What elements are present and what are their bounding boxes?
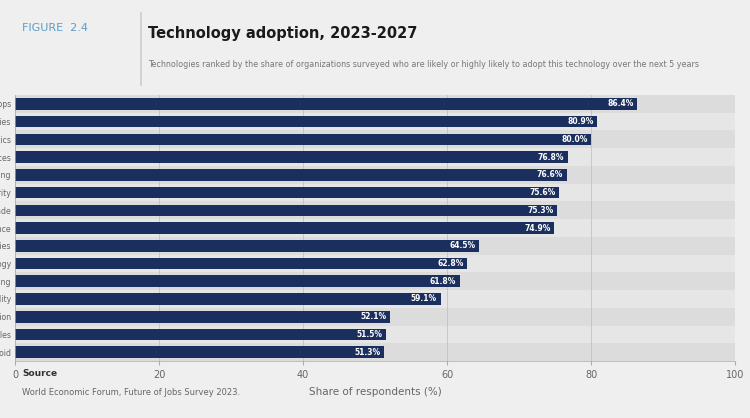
Bar bbox=[15, 222, 554, 234]
Bar bbox=[15, 290, 735, 308]
Bar bbox=[15, 255, 735, 273]
Text: 75.3%: 75.3% bbox=[527, 206, 554, 215]
Text: 59.1%: 59.1% bbox=[411, 295, 437, 303]
Bar bbox=[15, 151, 568, 163]
Text: Technologies ranked by the share of organizations surveyed who are likely or hig: Technologies ranked by the share of orga… bbox=[148, 60, 699, 69]
Bar bbox=[15, 343, 735, 361]
Text: 75.6%: 75.6% bbox=[530, 188, 556, 197]
Bar bbox=[15, 95, 735, 113]
Bar bbox=[15, 273, 735, 290]
Text: 76.8%: 76.8% bbox=[538, 153, 564, 161]
Bar bbox=[15, 240, 479, 252]
Text: 76.6%: 76.6% bbox=[536, 170, 563, 179]
Bar bbox=[15, 329, 386, 340]
Bar bbox=[15, 258, 467, 269]
Bar bbox=[15, 326, 735, 343]
Bar bbox=[15, 187, 560, 198]
Bar bbox=[15, 308, 735, 326]
Text: World Economic Forum, Future of Jobs Survey 2023.: World Economic Forum, Future of Jobs Sur… bbox=[22, 388, 240, 398]
Text: 61.8%: 61.8% bbox=[430, 277, 456, 286]
Bar bbox=[15, 113, 735, 130]
Bar bbox=[15, 116, 598, 127]
Bar bbox=[15, 169, 566, 181]
Bar bbox=[15, 311, 390, 323]
Text: Source: Source bbox=[22, 370, 57, 378]
Text: 80.0%: 80.0% bbox=[561, 135, 587, 144]
Text: 64.5%: 64.5% bbox=[450, 241, 476, 250]
Text: 80.9%: 80.9% bbox=[568, 117, 594, 126]
Text: 51.5%: 51.5% bbox=[356, 330, 382, 339]
Text: FIGURE  2.4: FIGURE 2.4 bbox=[22, 23, 88, 33]
Bar bbox=[15, 219, 735, 237]
Text: 51.3%: 51.3% bbox=[355, 348, 381, 357]
Bar bbox=[15, 148, 735, 166]
Text: 86.4%: 86.4% bbox=[607, 99, 634, 108]
Bar bbox=[15, 166, 735, 184]
Text: 74.9%: 74.9% bbox=[524, 224, 550, 232]
Bar bbox=[15, 347, 384, 358]
Bar bbox=[15, 98, 637, 110]
Bar bbox=[15, 184, 735, 201]
Bar bbox=[15, 275, 460, 287]
Bar bbox=[15, 133, 591, 145]
Text: Technology adoption, 2023-2027: Technology adoption, 2023-2027 bbox=[148, 26, 418, 41]
Text: 52.1%: 52.1% bbox=[361, 312, 386, 321]
X-axis label: Share of respondents (%): Share of respondents (%) bbox=[309, 387, 441, 397]
Bar bbox=[15, 293, 440, 305]
Bar bbox=[15, 130, 735, 148]
Bar bbox=[15, 237, 735, 255]
Text: 62.8%: 62.8% bbox=[437, 259, 464, 268]
Bar bbox=[15, 201, 735, 219]
Bar bbox=[15, 204, 557, 216]
